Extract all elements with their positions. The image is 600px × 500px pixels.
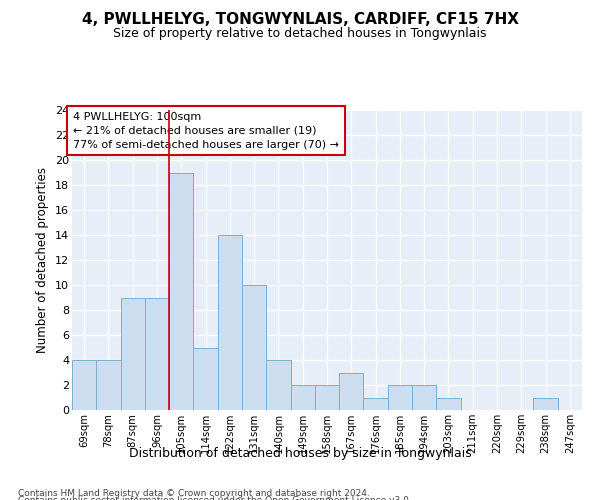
Bar bbox=[266, 360, 290, 410]
Bar bbox=[290, 385, 315, 410]
Bar bbox=[436, 398, 461, 410]
Bar bbox=[412, 385, 436, 410]
Bar bbox=[145, 298, 169, 410]
Bar bbox=[218, 235, 242, 410]
Bar bbox=[533, 398, 558, 410]
Bar bbox=[169, 172, 193, 410]
Bar bbox=[364, 398, 388, 410]
Bar bbox=[339, 372, 364, 410]
Bar bbox=[315, 385, 339, 410]
Bar bbox=[121, 298, 145, 410]
Text: Size of property relative to detached houses in Tongwynlais: Size of property relative to detached ho… bbox=[113, 28, 487, 40]
Text: Contains public sector information licensed under the Open Government Licence v3: Contains public sector information licen… bbox=[18, 496, 412, 500]
Bar bbox=[388, 385, 412, 410]
Bar bbox=[193, 348, 218, 410]
Text: 4, PWLLHELYG, TONGWYNLAIS, CARDIFF, CF15 7HX: 4, PWLLHELYG, TONGWYNLAIS, CARDIFF, CF15… bbox=[82, 12, 518, 28]
Bar bbox=[72, 360, 96, 410]
Bar bbox=[242, 285, 266, 410]
Text: 4 PWLLHELYG: 100sqm
← 21% of detached houses are smaller (19)
77% of semi-detach: 4 PWLLHELYG: 100sqm ← 21% of detached ho… bbox=[73, 112, 339, 150]
Text: Contains HM Land Registry data © Crown copyright and database right 2024.: Contains HM Land Registry data © Crown c… bbox=[18, 488, 370, 498]
Y-axis label: Number of detached properties: Number of detached properties bbox=[37, 167, 49, 353]
Text: Distribution of detached houses by size in Tongwynlais: Distribution of detached houses by size … bbox=[128, 448, 472, 460]
Bar bbox=[96, 360, 121, 410]
